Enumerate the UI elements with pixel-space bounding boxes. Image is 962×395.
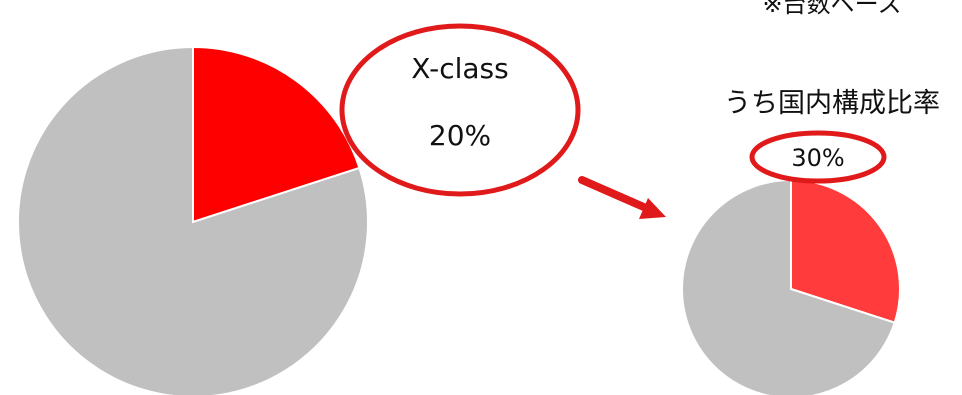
sub-title: うち国内構成比率	[724, 88, 940, 119]
main-callout-ellipse	[339, 23, 581, 197]
sub-callout-value: 30%	[791, 144, 844, 172]
pie-slice-other	[17, 45, 369, 395]
pie-slice-other-sub	[681, 178, 896, 395]
arrow-to-sub-pie	[578, 176, 666, 219]
main-callout-name: X-class	[411, 52, 508, 85]
basis-note: ※台数ベース	[763, 0, 902, 18]
sub-pie	[681, 178, 901, 395]
sub-callout-ellipse	[749, 130, 887, 184]
main-callout-value: 20%	[429, 119, 491, 152]
main-pie	[17, 45, 369, 395]
pie-slice-x-class	[192, 45, 361, 224]
